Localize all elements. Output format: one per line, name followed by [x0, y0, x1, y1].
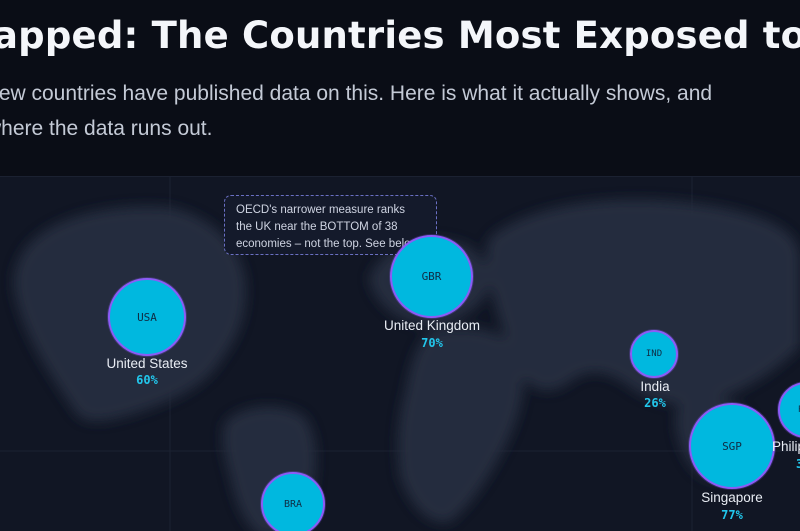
country-code-phl: P: [798, 405, 800, 415]
country-bubble-ind[interactable]: IND: [630, 330, 678, 378]
country-name-usa: United States: [106, 356, 188, 371]
page-subtitle: Few countries have published data on thi…: [0, 76, 786, 146]
country-code-usa: USA: [137, 310, 157, 324]
country-bubble-bra[interactable]: BRA: [261, 472, 325, 531]
country-name-sgp: Singapore: [701, 490, 763, 505]
country-value-usa: 60%: [136, 373, 158, 387]
oecd-annotation: OECD's narrower measure ranks the UK nea…: [224, 195, 437, 255]
country-code-gbr: GBR: [421, 270, 442, 283]
country-code-ind: IND: [645, 349, 663, 359]
country-value-sgp: 77%: [721, 508, 743, 522]
annotation-line-3: economies – not the top. See below: [236, 238, 419, 250]
country-code-sgp: SGP: [722, 439, 742, 453]
country-value-phl: 3: [796, 457, 800, 471]
subtitle-line-2: where the data runs out.: [0, 117, 213, 140]
africa-land: [397, 327, 525, 523]
country-bubble-usa[interactable]: USA: [108, 278, 186, 356]
country-bubble-sgp[interactable]: SGP: [689, 403, 775, 489]
country-value-ind: 26%: [644, 396, 666, 410]
country-name-ind: India: [640, 379, 670, 394]
country-name-phl: Philippines: [772, 439, 800, 454]
annotation-line-1: OECD's narrower measure ranks: [236, 204, 405, 216]
asia-land: [485, 199, 800, 405]
country-value-gbr: 70%: [421, 336, 443, 350]
country-code-bra: BRA: [283, 498, 303, 510]
page-title: Mapped: The Countries Most Exposed to AI…: [0, 14, 800, 57]
country-bubble-gbr[interactable]: GBR: [390, 235, 473, 318]
subtitle-line-1: Few countries have published data on thi…: [0, 82, 713, 105]
country-name-gbr: United Kingdom: [383, 318, 481, 333]
annotation-line-2: the UK near the BOTTOM of 38: [236, 221, 398, 233]
